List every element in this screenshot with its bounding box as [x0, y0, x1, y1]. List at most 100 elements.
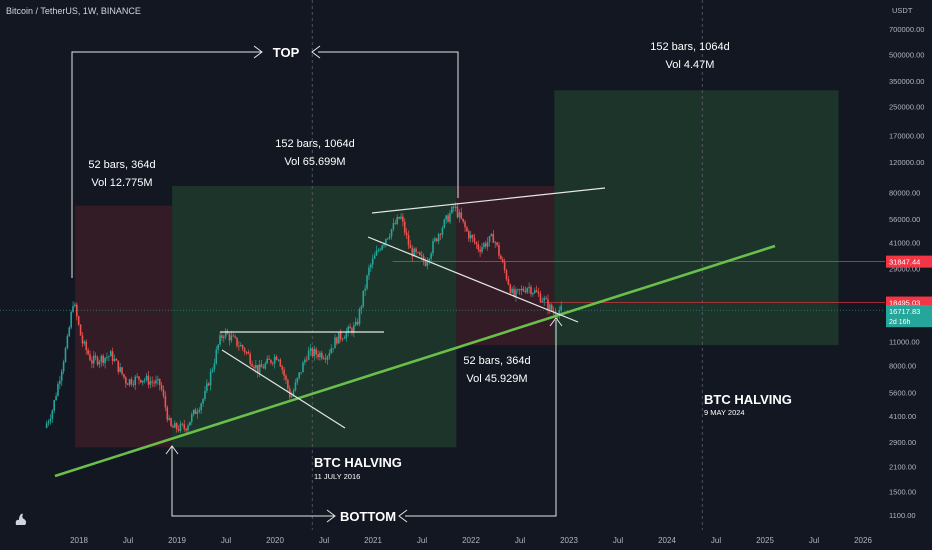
time-tick-label: Jul [613, 536, 623, 545]
time-tick-label: 2023 [560, 536, 578, 545]
support-trendline [54, 244, 776, 478]
time-tick-label: Jul [809, 536, 819, 545]
candle-body [332, 348, 334, 350]
candle-body [486, 242, 489, 247]
candle-body [187, 425, 189, 431]
candle-body [51, 410, 54, 419]
candle-body [119, 367, 121, 372]
candle-body [155, 380, 157, 384]
red-range-zone [75, 205, 173, 448]
price-tick-label: 2900.00 [889, 438, 916, 447]
price-tick-label: 56000.00 [889, 215, 920, 224]
price-badge-label: 31847.44 [889, 258, 920, 267]
candle-body [473, 237, 476, 243]
price-badge-countdown: 2d 16h [889, 319, 911, 326]
candle-body [481, 247, 483, 252]
candle-body [334, 337, 336, 349]
price-tick-label: 250000.00 [889, 103, 924, 112]
candle-body [549, 304, 551, 310]
candle-body [415, 248, 417, 253]
candle-body [366, 275, 368, 289]
candle-body [403, 221, 406, 233]
time-tick-label: 2021 [364, 536, 382, 545]
time-axis[interactable]: 2018 Jul 2019 Jul 2020 Jul 2021 Jul 2022 Jul 2023 J… [70, 536, 872, 545]
top-bracket-left [71, 51, 262, 278]
candle-body [213, 363, 216, 370]
candle-body [375, 250, 378, 256]
candle-body [328, 353, 331, 357]
candle-body [209, 371, 212, 386]
price-tick-label: 350000.00 [889, 77, 924, 86]
price-tick-label: 41000.00 [889, 239, 920, 248]
candle-body [526, 288, 529, 293]
candle-body [509, 284, 512, 293]
price-tick-label: 2100.00 [889, 462, 916, 471]
candle-body [326, 356, 329, 360]
candle-body [94, 355, 97, 358]
candle-body [341, 338, 344, 340]
candle-body [469, 234, 472, 239]
candle-body [517, 289, 519, 290]
candle-body [452, 206, 455, 208]
price-tick-label: 80000.00 [889, 188, 920, 197]
range-stats-3-line-2: Vol 45.929M [466, 373, 527, 385]
candle-body [330, 348, 333, 354]
candle-body [168, 418, 170, 420]
symbol-header[interactable]: Bitcoin / TetherUS, 1W, BINANCE [6, 6, 141, 16]
candle-body [500, 255, 502, 260]
candle-body [236, 337, 238, 346]
candle-body [360, 306, 363, 310]
candle-body [304, 359, 306, 363]
candle-body [157, 378, 159, 381]
candle-body [532, 293, 534, 295]
candle-body [166, 407, 169, 420]
candle-body [488, 235, 491, 243]
top-arrow-right [253, 45, 263, 59]
candles [45, 202, 562, 434]
candle-body [383, 243, 385, 246]
time-tick-label: 2018 [70, 536, 88, 545]
candle-body [515, 289, 517, 297]
candle-body [62, 361, 65, 372]
price-tick-label: 4100.00 [889, 412, 916, 421]
candle-body [311, 348, 314, 357]
price-tick-label: 120000.00 [889, 158, 924, 167]
candle-body [273, 356, 276, 364]
candle-body [277, 359, 280, 361]
range-stats-4-line-2: Vol 4.47M [666, 59, 715, 71]
candle-body [260, 364, 263, 368]
price-badge [886, 255, 932, 268]
candle-body [66, 336, 69, 349]
candle-body [496, 242, 498, 246]
candle-body [243, 348, 246, 353]
candle-body [221, 335, 223, 339]
channel-line [221, 349, 346, 429]
candle-body [74, 304, 76, 307]
candle-body [388, 236, 391, 239]
candle-body [45, 423, 48, 428]
candle-body [379, 249, 382, 251]
candle-body [111, 351, 114, 361]
candle-body [513, 288, 515, 297]
candle-body [196, 411, 199, 414]
candle-body [117, 360, 120, 372]
candle-body [232, 335, 235, 337]
candle-body [524, 290, 527, 293]
candle-body [535, 290, 538, 293]
candle-body [390, 229, 393, 237]
bottom-arrow-right [326, 509, 336, 523]
candle-body [434, 238, 436, 242]
candle-body [162, 389, 165, 396]
candle-body [451, 206, 453, 214]
bottom-up-arrow-2 [549, 317, 563, 327]
range-stats-1-line-1: 52 bars, 364d [88, 159, 155, 171]
candle-body [407, 234, 410, 246]
candle-body [371, 258, 374, 265]
halving-1-title: BTC HALVING [314, 455, 402, 470]
candle-body [492, 234, 495, 243]
candle-body [241, 345, 244, 349]
bottom-arrow-left [398, 509, 408, 523]
candle-body [518, 289, 521, 291]
